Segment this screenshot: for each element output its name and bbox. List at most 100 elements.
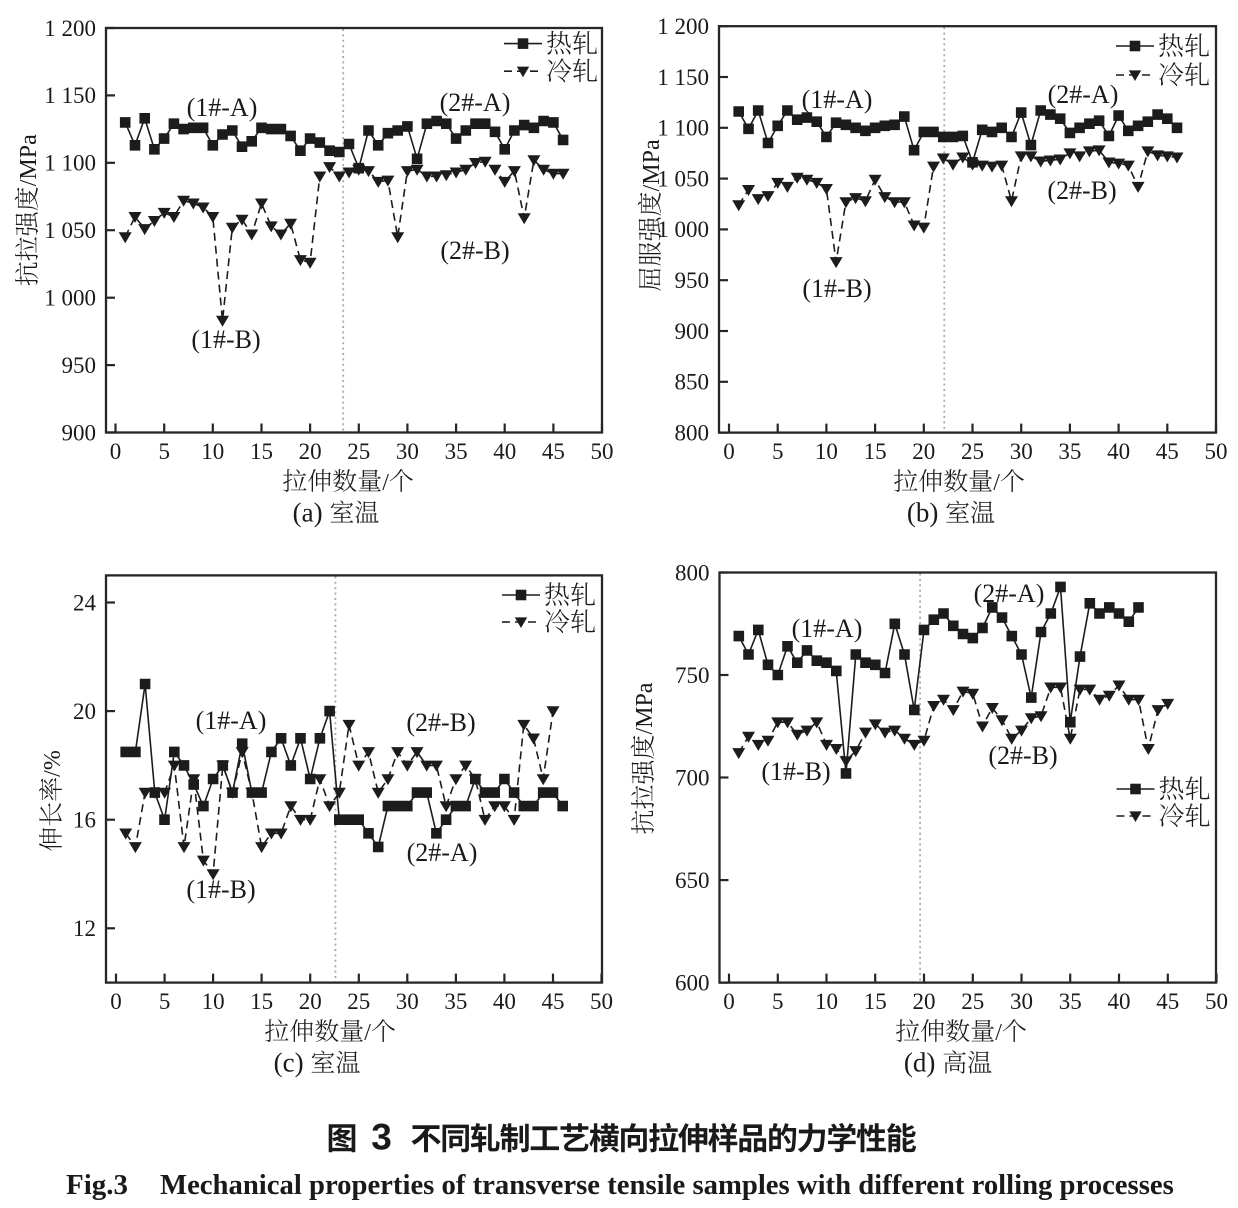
svg-text:40: 40	[493, 439, 516, 464]
svg-text:30: 30	[396, 439, 419, 464]
svg-text:50: 50	[1205, 439, 1228, 464]
svg-text:15: 15	[250, 989, 273, 1014]
svg-text:20: 20	[912, 439, 935, 464]
svg-text:/: /	[364, 1020, 371, 1046]
svg-text:5: 5	[772, 439, 784, 464]
svg-text:20: 20	[299, 439, 322, 464]
svg-text:(d): (d)	[904, 1048, 935, 1078]
svg-text:40: 40	[1107, 439, 1130, 464]
svg-text:/MPa: /MPa	[632, 682, 658, 734]
svg-text:10: 10	[202, 989, 225, 1014]
svg-text:15: 15	[250, 439, 273, 464]
svg-text:30: 30	[1010, 989, 1033, 1014]
svg-text:25: 25	[961, 439, 984, 464]
svg-text:5: 5	[158, 439, 170, 464]
svg-text:1 100: 1 100	[44, 151, 96, 176]
svg-text:25: 25	[347, 439, 370, 464]
svg-text:45: 45	[542, 989, 565, 1014]
svg-text:24: 24	[73, 590, 97, 615]
svg-text:1 100: 1 100	[657, 116, 709, 141]
svg-text:25: 25	[347, 989, 370, 1014]
svg-text:45: 45	[542, 439, 565, 464]
svg-text:950: 950	[62, 353, 97, 378]
svg-text:20: 20	[73, 699, 96, 724]
svg-text:0: 0	[110, 439, 122, 464]
svg-text:1 200: 1 200	[657, 14, 709, 39]
svg-text:10: 10	[815, 439, 838, 464]
svg-text:16: 16	[73, 808, 96, 833]
svg-text:750: 750	[675, 663, 710, 688]
svg-text:(1#-B): (1#-B)	[191, 325, 260, 354]
svg-text:30: 30	[396, 989, 419, 1014]
svg-text:(2#-A): (2#-A)	[407, 838, 478, 867]
svg-text:/: /	[382, 470, 389, 496]
svg-text:15: 15	[864, 439, 887, 464]
svg-text:900: 900	[675, 319, 710, 344]
svg-text:(1#-A): (1#-A)	[792, 614, 863, 643]
svg-text:(1#-B): (1#-B)	[761, 757, 830, 786]
svg-text:50: 50	[591, 439, 614, 464]
svg-text:(2#-B): (2#-B)	[988, 741, 1057, 770]
svg-text:1 000: 1 000	[657, 217, 709, 242]
svg-text:650: 650	[675, 868, 710, 893]
svg-text:1 050: 1 050	[657, 166, 709, 191]
svg-text:50: 50	[1205, 989, 1228, 1014]
svg-text:0: 0	[723, 439, 735, 464]
svg-text:40: 40	[493, 989, 516, 1014]
svg-text:1 200: 1 200	[44, 16, 96, 41]
svg-text:/: /	[993, 470, 1000, 496]
svg-text:35: 35	[444, 989, 467, 1014]
svg-text:(1#-A): (1#-A)	[802, 85, 873, 114]
svg-text:20: 20	[913, 989, 936, 1014]
svg-text:(2#-B): (2#-B)	[440, 236, 509, 265]
svg-text:35: 35	[445, 439, 468, 464]
svg-text:45: 45	[1156, 439, 1179, 464]
svg-text:/MPa: /MPa	[639, 139, 665, 191]
svg-text:/: /	[995, 1020, 1002, 1046]
svg-text:1 050: 1 050	[44, 218, 96, 243]
svg-text:Fig.3: Fig.3	[66, 1169, 128, 1201]
svg-text:45: 45	[1156, 989, 1179, 1014]
svg-text:0: 0	[110, 989, 122, 1014]
svg-text:950: 950	[675, 268, 710, 293]
svg-text:35: 35	[1059, 989, 1082, 1014]
svg-text:(1#-A): (1#-A)	[196, 706, 267, 735]
svg-text:(1#-B): (1#-B)	[186, 875, 255, 904]
svg-text:1 150: 1 150	[44, 83, 96, 108]
svg-text:1 000: 1 000	[44, 286, 96, 311]
svg-text:/%: /%	[40, 750, 66, 777]
svg-text:600: 600	[675, 970, 710, 995]
svg-text:5: 5	[159, 989, 171, 1014]
svg-text:5: 5	[772, 989, 784, 1014]
svg-text:30: 30	[1010, 439, 1033, 464]
svg-text:3: 3	[371, 1117, 392, 1158]
svg-text:(2#-A): (2#-A)	[1048, 80, 1119, 109]
svg-text:(2#-B): (2#-B)	[406, 708, 475, 737]
svg-text:/MPa: /MPa	[16, 134, 42, 186]
svg-text:800: 800	[675, 560, 710, 585]
svg-text:800: 800	[675, 420, 710, 445]
svg-text:50: 50	[590, 989, 613, 1014]
svg-text:(1#-B): (1#-B)	[802, 274, 871, 303]
svg-text:12: 12	[73, 916, 96, 941]
svg-text:Mechanical properties of trans: Mechanical properties of transverse tens…	[160, 1169, 1174, 1201]
svg-text:10: 10	[815, 989, 838, 1014]
svg-text:(2#-A): (2#-A)	[974, 579, 1045, 608]
svg-text:0: 0	[723, 989, 735, 1014]
svg-text:(c): (c)	[274, 1048, 304, 1078]
svg-text:(a): (a)	[293, 498, 323, 528]
svg-text:35: 35	[1058, 439, 1081, 464]
svg-text:900: 900	[62, 420, 97, 445]
svg-text:15: 15	[864, 989, 887, 1014]
svg-text:(b): (b)	[907, 498, 938, 528]
svg-text:20: 20	[299, 989, 322, 1014]
svg-text:40: 40	[1108, 989, 1131, 1014]
svg-text:700: 700	[675, 765, 710, 790]
svg-text:25: 25	[961, 989, 984, 1014]
svg-text:850: 850	[675, 370, 710, 395]
svg-text:(2#-A): (2#-A)	[440, 88, 511, 117]
svg-text:(2#-B): (2#-B)	[1047, 176, 1116, 205]
svg-text:(1#-A): (1#-A)	[187, 93, 258, 122]
svg-text:10: 10	[201, 439, 224, 464]
svg-text:1 150: 1 150	[657, 65, 709, 90]
